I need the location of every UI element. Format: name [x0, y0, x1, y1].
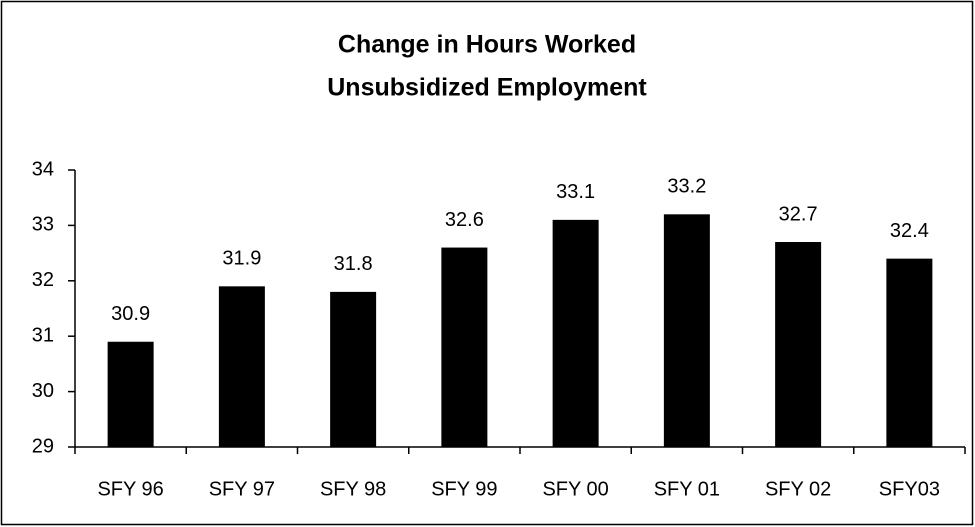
chart-title: Change in Hours Worked [338, 31, 636, 59]
y-tick-label: 29 [32, 435, 54, 457]
bar [441, 247, 488, 447]
y-tick-label: 32 [32, 269, 54, 291]
data-label: 31.9 [222, 248, 261, 270]
bar [663, 214, 710, 447]
x-tick-label: SFY 02 [765, 478, 831, 500]
x-tick-label: SFY 98 [320, 478, 386, 500]
chart-subtitle: Unsubsidized Employment [327, 74, 647, 102]
data-label: 30.9 [111, 303, 150, 325]
x-tick-label: SFY 97 [209, 478, 275, 500]
data-label: 33.2 [667, 176, 706, 198]
bar [330, 291, 377, 447]
bar [218, 286, 265, 447]
y-tick-label: 31 [32, 324, 54, 346]
bar [107, 341, 154, 447]
y-tick-label: 33 [32, 214, 54, 236]
x-tick-label: SFY 00 [542, 478, 608, 500]
y-tick-label: 34 [32, 158, 54, 180]
x-tick-label: SFY 01 [654, 478, 720, 500]
data-label: 32.6 [445, 209, 484, 231]
bar [552, 219, 599, 447]
x-tick-label: SFY 99 [431, 478, 497, 500]
data-label: 32.7 [779, 203, 818, 225]
y-tick-label: 30 [32, 380, 54, 402]
x-tick-label: SFY03 [879, 478, 940, 500]
x-tick-label: SFY 96 [97, 478, 163, 500]
bar [886, 258, 933, 447]
data-label: 33.1 [556, 181, 595, 203]
data-label: 31.8 [334, 253, 373, 275]
data-label: 32.4 [890, 220, 929, 242]
bar [775, 242, 822, 447]
